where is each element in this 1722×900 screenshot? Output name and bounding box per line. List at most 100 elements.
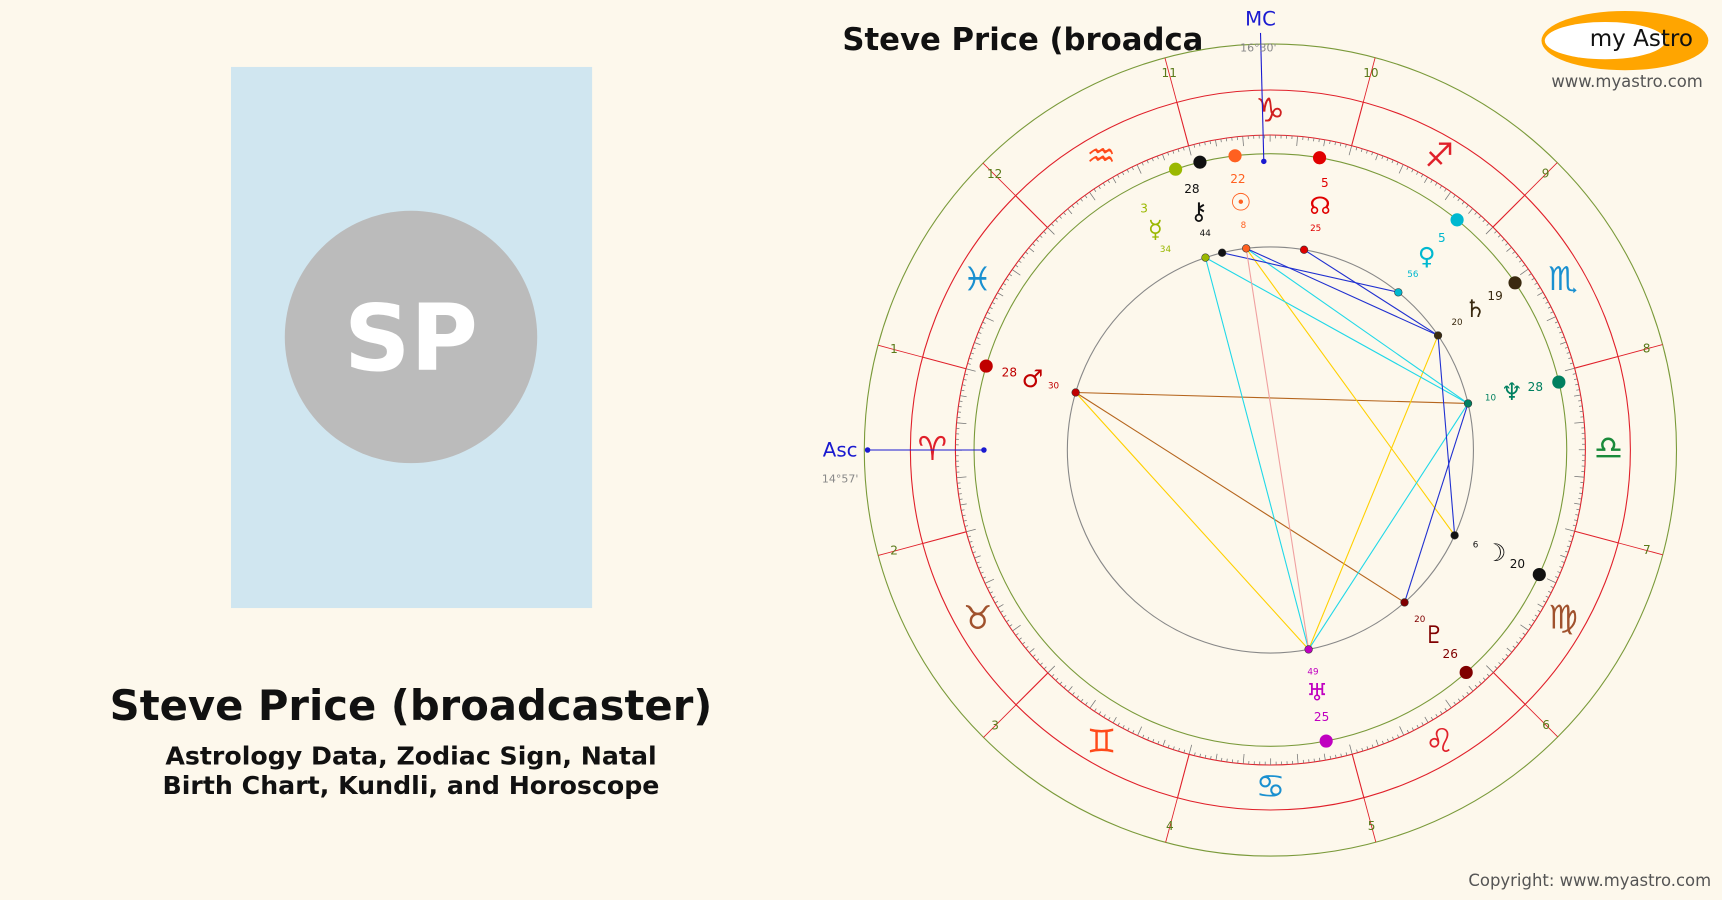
planet-minute: 25 — [1310, 224, 1321, 234]
degree-tick — [1318, 138, 1320, 143]
degree-tick — [1457, 698, 1461, 702]
sign-boundary — [1492, 672, 1526, 705]
planet-minute: 20 — [1414, 615, 1425, 625]
house-cusp — [877, 344, 923, 358]
profile-name: Steve Price (broadcaster) — [110, 681, 713, 730]
degree-tick — [1457, 198, 1461, 202]
degree-tick — [1204, 141, 1206, 146]
degree-tick — [1071, 205, 1075, 209]
planet-degree: 22 — [1230, 172, 1245, 186]
degree-tick — [1406, 729, 1410, 734]
planet-inner-dot — [1218, 248, 1227, 257]
degree-tick — [1386, 157, 1389, 162]
degree-tick — [1335, 754, 1337, 759]
degree-tick — [1242, 753, 1245, 764]
degree-tick — [1545, 301, 1549, 304]
degree-tick — [1080, 198, 1083, 202]
degree-tick — [1572, 524, 1577, 527]
aspect-line — [1303, 249, 1439, 336]
zodiac-sign: ♐ — [1424, 136, 1454, 175]
degree-tick — [967, 363, 971, 365]
house-number: 9 — [1542, 167, 1550, 181]
degree-tick — [1575, 383, 1579, 386]
degree-tick — [1573, 378, 1578, 380]
degree-tick — [1578, 400, 1582, 402]
degree-tick — [1375, 739, 1379, 747]
degree-tick — [1392, 736, 1395, 741]
aspect-line — [1245, 247, 1439, 336]
degree-tick — [1132, 730, 1135, 734]
degree-tick — [1574, 475, 1585, 478]
degree-tick — [978, 331, 982, 334]
planet-glyph: ♂ — [1022, 365, 1044, 393]
wheel-ring — [1066, 246, 1474, 654]
planet-marker — [1552, 375, 1566, 389]
sign-boundary — [1176, 754, 1190, 798]
degree-tick — [974, 342, 981, 346]
logo-text[interactable]: my Astro — [1590, 26, 1693, 52]
degree-tick — [1574, 519, 1578, 521]
degree-tick — [1323, 753, 1326, 761]
zodiac-sign: ♍ — [1549, 597, 1579, 636]
planet-minute: 10 — [1485, 394, 1496, 404]
degree-tick — [1296, 753, 1299, 764]
degree-tick — [959, 498, 963, 500]
planet-marker — [1169, 162, 1183, 176]
degree-tick — [1008, 273, 1013, 277]
degree-tick — [1072, 692, 1075, 696]
degree-tick — [1193, 144, 1196, 148]
degree-tick — [1162, 153, 1166, 161]
house-number: 4 — [1166, 819, 1174, 833]
house-number: 7 — [1643, 543, 1651, 557]
planet-degree: 25 — [1314, 710, 1329, 724]
sign-boundary — [1351, 102, 1364, 146]
sign-boundary — [1492, 194, 1526, 228]
planet-glyph: ♀ — [1418, 242, 1436, 270]
degree-tick — [1345, 144, 1347, 148]
degree-tick — [1121, 171, 1125, 176]
degree-tick — [1537, 609, 1541, 613]
degree-tick — [1424, 716, 1429, 723]
degree-tick — [1515, 641, 1520, 645]
degree-tick — [1396, 161, 1399, 166]
planet-marker — [1459, 665, 1473, 680]
planet-inner-dot — [1299, 245, 1309, 254]
logo-inner[interactable] — [1544, 21, 1666, 60]
degree-tick — [1486, 665, 1494, 673]
degree-tick — [1157, 740, 1160, 745]
degree-tick — [1520, 624, 1529, 631]
degree-tick — [1117, 174, 1120, 178]
degree-tick — [963, 379, 967, 381]
mc-degree: 16°30' — [1240, 41, 1276, 54]
degree-tick — [961, 509, 965, 511]
degree-tick — [1319, 757, 1321, 762]
degree-tick — [997, 604, 1004, 609]
degree-tick — [962, 384, 966, 386]
house-cusp — [878, 543, 923, 556]
degree-tick — [1323, 139, 1326, 147]
degree-tick — [1565, 550, 1569, 553]
sign-boundary — [1574, 355, 1619, 369]
site-url[interactable]: www.myastro.com — [1551, 72, 1703, 91]
zodiac-sign: ♎ — [1594, 428, 1624, 467]
house-cusp — [1362, 57, 1376, 103]
planet-degree: 28 — [1002, 365, 1017, 379]
degree-tick — [1076, 695, 1080, 699]
degree-tick — [1444, 191, 1452, 201]
degree-tick — [976, 561, 980, 564]
degree-tick — [1430, 716, 1434, 721]
degree-tick — [1411, 727, 1414, 731]
degree-tick — [967, 535, 971, 538]
degree-tick — [1002, 282, 1007, 286]
degree-tick — [956, 476, 967, 479]
sign-boundary — [922, 531, 967, 545]
degree-tick — [1334, 141, 1336, 146]
degree-tick — [1542, 600, 1547, 603]
logo[interactable]: my Astro — [1541, 10, 1709, 71]
planet-degree: 5 — [1321, 176, 1329, 190]
degree-tick — [1411, 169, 1414, 173]
degree-tick — [1188, 744, 1193, 755]
degree-tick — [1098, 185, 1101, 189]
degree-tick — [969, 541, 973, 543]
